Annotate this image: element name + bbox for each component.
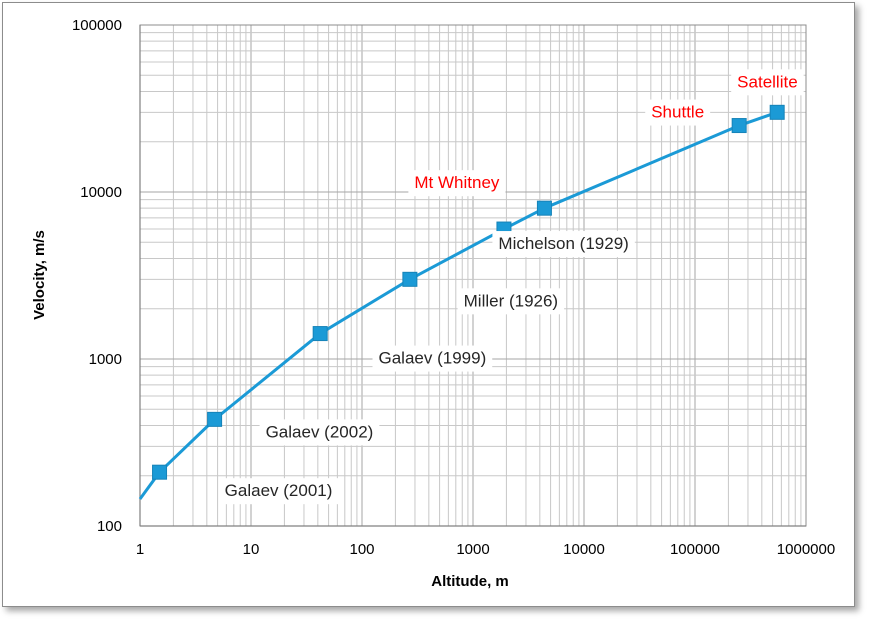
annotation-label: Satellite [737,72,797,91]
y-axis-title: Velocity, m/s [31,230,48,320]
x-tick-label: 10000 [563,541,605,558]
point-annotation: Galaev (2002) [259,419,380,446]
annotation-background [457,288,565,315]
annotation-background [492,231,635,258]
x-tick-label: 1000 [456,541,489,558]
y-tick-label: 10000 [80,184,122,201]
data-point-marker [769,104,785,120]
x-tick-label: 100 [349,541,374,558]
point-annotation: Galaev (1999) [372,345,493,372]
x-tick-label: 1 [136,541,144,558]
y-tick-label: 100 [97,518,122,535]
x-tick-label: 100000 [670,541,720,558]
y-tick-label: 100000 [72,17,122,34]
annotation-background [731,69,804,96]
annotation-background [372,345,493,372]
point-annotation: Miller (1926) [457,288,565,315]
point-annotation: Michelson (1929) [492,231,635,258]
annotation-background [218,478,339,505]
y-tick-label: 1000 [89,351,122,368]
annotation-label: Galaev (2001) [225,481,333,500]
data-point-marker [536,200,552,216]
data-point-marker [152,464,168,480]
x-tick-label: 1000000 [777,541,835,558]
annotation-label: Michelson (1929) [498,234,628,253]
annotation-background [408,170,506,197]
point-annotation: Shuttle [645,99,711,126]
data-point-marker [207,411,223,427]
x-tick-label: 10 [243,541,260,558]
point-annotation: Galaev (2001) [218,478,339,505]
annotation-label: Mt Whitney [414,173,500,192]
y-tick-labels: 100 1000 10000 100000 [72,17,122,535]
point-annotation: Mt Whitney [408,170,506,197]
plot-area [139,24,807,527]
data-point-marker [731,118,747,134]
data-point-marker [312,326,328,342]
annotation-layer: Galaev (2001) Galaev (2002) Galaev (1999) M… [218,69,804,505]
annotation-background [259,419,380,446]
point-annotation: Satellite [731,69,804,96]
x-tick-labels: 1 10 100 1000 10000 100000 1000000 [136,541,835,558]
annotation-background [645,99,711,126]
x-axis-title: Altitude, m [431,573,509,590]
annotation-label: Galaev (1999) [379,349,487,368]
annotation-label: Galaev (2002) [266,422,374,441]
annotation-label: Shuttle [651,103,704,122]
data-point-marker [402,271,418,287]
annotation-label: Miller (1926) [464,291,558,310]
